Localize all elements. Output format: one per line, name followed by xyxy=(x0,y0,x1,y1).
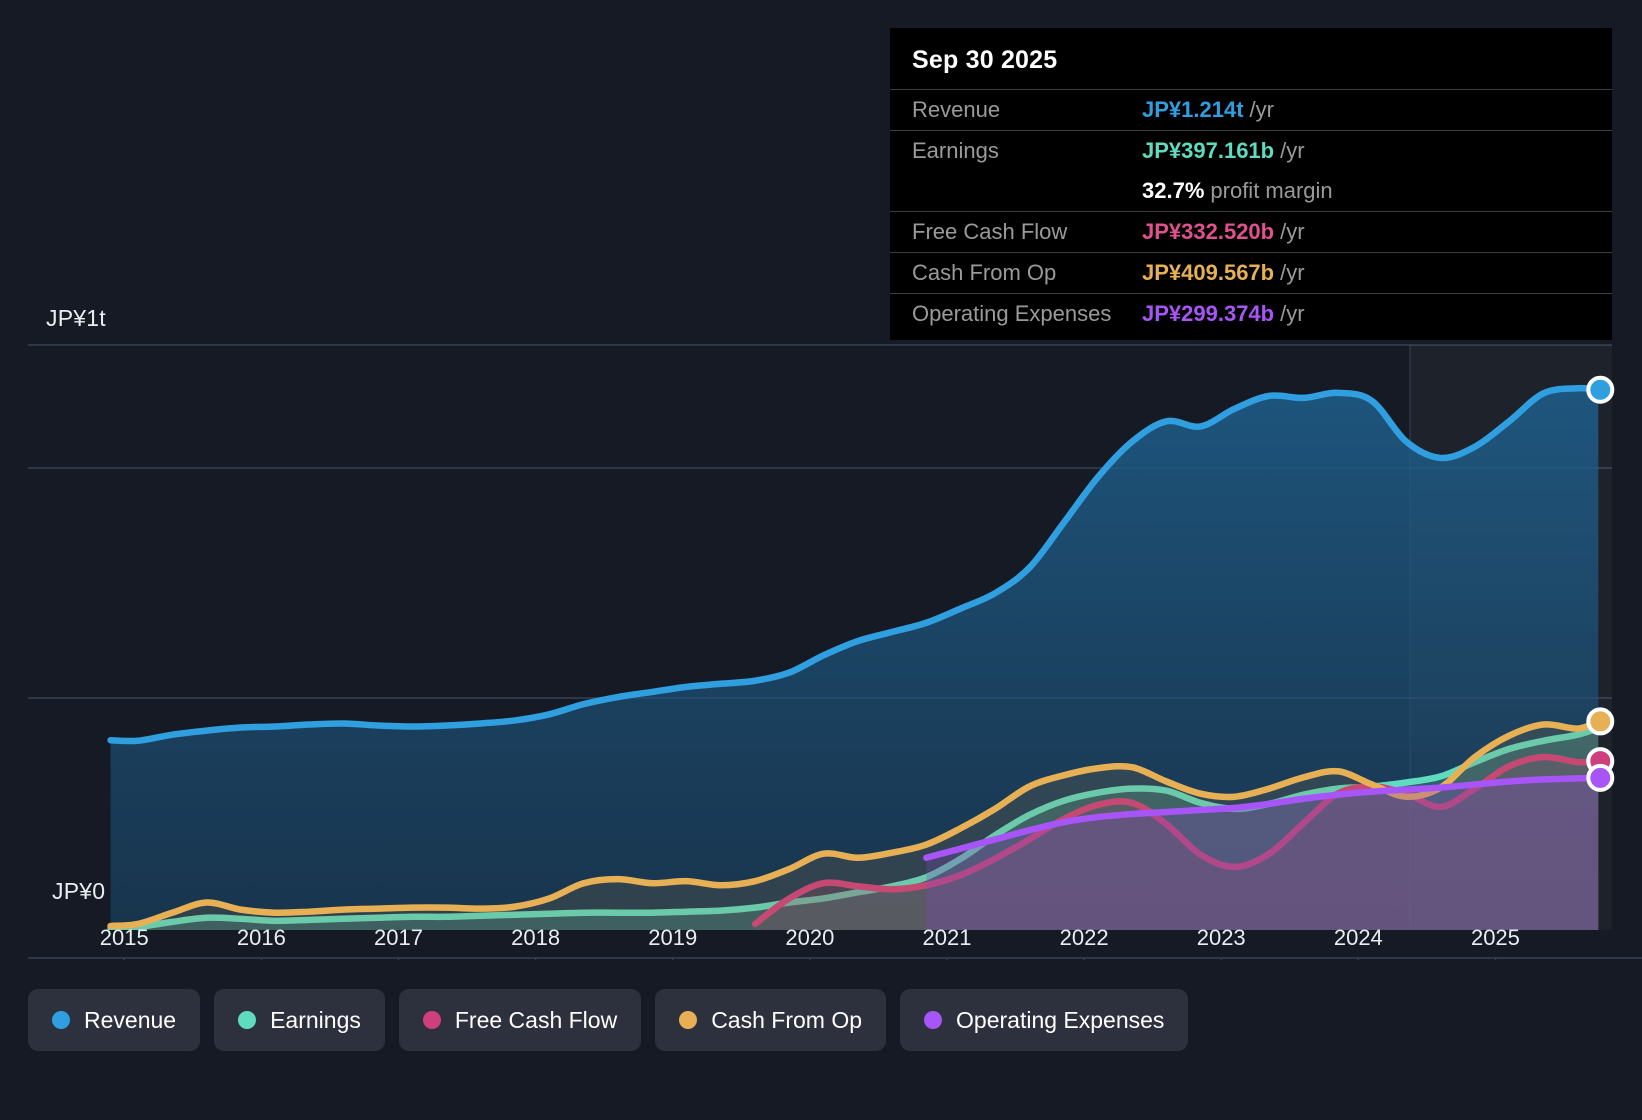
legend-color-dot-icon xyxy=(422,1011,441,1029)
tooltip-row-label: Revenue xyxy=(912,97,1001,122)
x-axis-label-2024: 2024 xyxy=(1333,925,1383,950)
tooltip-row-cash-from-op: Cash From Op JP¥409.567b/yr xyxy=(890,252,1612,293)
tooltip-row-unit: /yr xyxy=(1280,138,1305,163)
tooltip-row-value-wrap: JP¥299.374b/yr xyxy=(1142,301,1305,327)
legend-item-revenue[interactable]: Revenue xyxy=(28,989,201,1051)
x-axis-label-2016: 2016 xyxy=(236,925,286,950)
legend-item-label: Cash From Op xyxy=(711,1006,863,1033)
tooltip-row-label: Cash From Op xyxy=(912,260,1057,285)
x-axis-label-2017: 2017 xyxy=(374,925,423,950)
tooltip-row-label: Free Cash Flow xyxy=(912,219,1068,244)
tooltip-row-unit: /yr xyxy=(1280,260,1305,285)
chart-legend: Revenue Earnings Free Cash Flow Cash From O… xyxy=(28,989,1189,1051)
legend-item-cash-from-op[interactable]: Cash From Op xyxy=(655,989,887,1051)
endpoint-marker-cash-from-op xyxy=(1586,707,1615,736)
legend-item-label: Earnings xyxy=(270,1006,361,1033)
tooltip-row-value: JP¥409.567b xyxy=(1142,260,1275,285)
x-axis-label-2015: 2015 xyxy=(99,925,149,950)
tooltip-row-value: JP¥1.214t xyxy=(1142,97,1244,122)
legend-item-operating-expenses[interactable]: Operating Expenses xyxy=(900,989,1189,1051)
legend-item-earnings[interactable]: Earnings xyxy=(214,989,385,1051)
x-axis-label-2019: 2019 xyxy=(648,925,698,950)
chart-tooltip: Sep 30 2025 Revenue JP¥1.214t/yr Earnings J… xyxy=(890,28,1612,340)
tooltip-row-earnings: Earnings JP¥397.161b/yr xyxy=(890,130,1612,171)
tooltip-row-label: Earnings xyxy=(912,138,999,163)
y-axis-zero-label: JP¥0 xyxy=(52,878,106,904)
tooltip-row-revenue: Revenue JP¥1.214t/yr xyxy=(890,89,1612,130)
x-axis-label-2023: 2023 xyxy=(1196,925,1246,950)
area-fill-operating-expenses xyxy=(926,777,1599,930)
tooltip-rows: Revenue JP¥1.214t/yr Earnings JP¥397.161b/y… xyxy=(890,89,1612,334)
tooltip-row-operating-expenses: Operating Expenses JP¥299.374b/yr xyxy=(890,293,1612,334)
endpoint-marker-operating-expenses xyxy=(1586,763,1615,792)
tooltip-profit-margin-label: profit margin xyxy=(1210,178,1333,203)
x-axis-label-2018: 2018 xyxy=(511,925,561,950)
tooltip-row-unit: /yr xyxy=(1280,301,1305,326)
area-fill-cash-from-op xyxy=(110,721,1599,930)
legend-color-dot-icon xyxy=(238,1011,257,1029)
tooltip-row-profit-margin: 32.7% profit margin xyxy=(890,171,1612,211)
tooltip-row-unit: /yr xyxy=(1249,97,1274,122)
series-line-operating-expenses xyxy=(923,774,1602,862)
x-axis-label-2022: 2022 xyxy=(1059,925,1109,950)
x-axis-label-2025: 2025 xyxy=(1470,925,1520,950)
tooltip-profit-margin-value: 32.7% xyxy=(1142,178,1205,203)
tooltip-profit-margin-wrap: 32.7% profit margin xyxy=(1142,178,1333,204)
series-line-cash-from-op xyxy=(107,718,1602,930)
x-axis-label-2020: 2020 xyxy=(785,925,835,950)
tooltip-row-value: JP¥299.374b xyxy=(1142,301,1275,326)
legend-item-label: Revenue xyxy=(84,1006,177,1033)
tooltip-row-value-wrap: JP¥409.567b/yr xyxy=(1142,260,1305,286)
series-line-free-cash-flow xyxy=(751,753,1602,928)
legend-item-label: Free Cash Flow xyxy=(454,1006,618,1033)
tooltip-row-value-wrap: JP¥397.161b/yr xyxy=(1142,138,1305,164)
endpoint-marker-revenue xyxy=(1586,375,1615,404)
legend-color-dot-icon xyxy=(679,1011,698,1029)
area-fill-earnings xyxy=(110,728,1599,930)
tooltip-row-value: JP¥332.520b xyxy=(1142,219,1275,244)
legend-item-free-cash-flow[interactable]: Free Cash Flow xyxy=(398,989,642,1051)
tooltip-row-label: Operating Expenses xyxy=(912,301,1112,326)
series-line-revenue xyxy=(107,384,1602,745)
legend-color-dot-icon xyxy=(924,1011,943,1029)
tooltip-row-unit: /yr xyxy=(1280,219,1305,244)
x-axis-label-2021: 2021 xyxy=(922,925,972,950)
tooltip-row-free-cash-flow: Free Cash Flow JP¥332.520b/yr xyxy=(890,211,1612,252)
legend-color-dot-icon xyxy=(52,1011,70,1029)
tooltip-row-value: JP¥397.161b xyxy=(1142,138,1275,163)
tooltip-row-value-wrap: JP¥1.214t/yr xyxy=(1142,97,1274,123)
legend-item-label: Operating Expenses xyxy=(956,1006,1165,1033)
tooltip-date: Sep 30 2025 xyxy=(912,46,1058,74)
area-fill-free-cash-flow xyxy=(755,756,1599,930)
y-axis-top-label: JP¥1t xyxy=(46,305,106,331)
tooltip-row-value-wrap: JP¥332.520b/yr xyxy=(1142,219,1305,245)
